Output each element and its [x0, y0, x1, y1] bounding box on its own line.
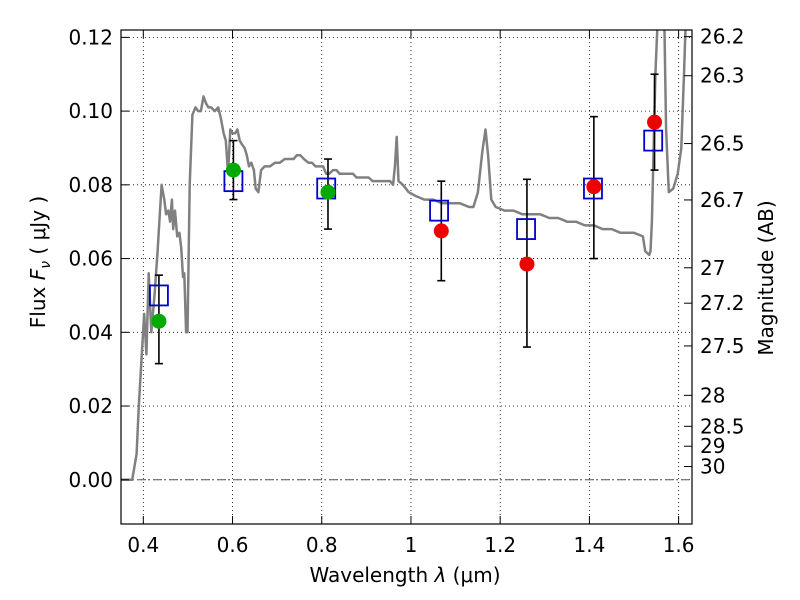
x-tick-label: 0.6 — [217, 533, 249, 557]
y-axis-title-units: ( μJy ) — [26, 196, 50, 261]
y-tick-label: 0.06 — [68, 247, 113, 271]
magnitude-axis-title: Magnitude (AB) — [754, 200, 778, 355]
model-photometry-square — [149, 284, 169, 307]
y-tick-label: 0.00 — [68, 468, 113, 492]
x-tick-labels: 0.4 0.6 0.8 1 1.2 1.4 1.6 — [127, 533, 694, 557]
magnitude-tick-label: 26.2 — [700, 25, 745, 49]
model-photometry-square — [643, 129, 664, 152]
red-data-point — [647, 114, 663, 130]
x-tick-label: 1.4 — [573, 533, 605, 557]
y-tick-label: 0.02 — [68, 394, 113, 418]
spectrum-line — [121, 30, 687, 482]
magnitude-tick-label: 26.3 — [700, 64, 745, 88]
data-markers — [149, 114, 664, 329]
y-tick-labels: 0.00 0.02 0.04 0.06 0.08 0.10 0.12 — [68, 25, 113, 491]
error-bars — [154, 73, 659, 365]
magnitude-tick-label: 27.2 — [700, 291, 745, 315]
y-axis-title-symbol: F — [26, 268, 50, 280]
x-axis-title-units: (μm) — [446, 563, 500, 587]
x-tick-label: 0.8 — [306, 533, 338, 557]
red-data-point — [586, 179, 602, 195]
x-tick-label: 0.4 — [127, 533, 159, 557]
magnitude-tick-label: 27 — [700, 256, 725, 280]
green-data-point — [151, 313, 167, 329]
magnitude-tick-label: 28.5 — [700, 414, 745, 438]
x-axis-title-symbol: λ — [433, 563, 446, 587]
magnitude-tick-label: 27.5 — [700, 334, 745, 358]
axis-ticks — [121, 30, 692, 524]
model-photometry-square — [516, 218, 536, 240]
x-tick-label: 1 — [405, 533, 418, 557]
x-tick-label: 1.6 — [663, 533, 695, 557]
y-tick-label: 0.10 — [68, 99, 113, 123]
magnitude-tick-label: 29 — [700, 434, 725, 458]
magnitude-tick-label: 26.7 — [700, 188, 745, 212]
magnitude-tick-label: 28 — [700, 383, 725, 407]
magnitude-tick-label: 30 — [700, 454, 725, 478]
y-axis-title: Flux Fν ( μJy ) — [26, 196, 54, 328]
y-axis-title-subscript: ν — [38, 261, 54, 269]
x-axis-title-prefix: Wavelength — [309, 563, 434, 587]
x-axis-title: Wavelength λ (μm) — [309, 563, 500, 587]
x-tick-label: 1.2 — [484, 533, 516, 557]
y-tick-label: 0.08 — [68, 173, 113, 197]
red-data-point — [519, 256, 535, 272]
plot-frame — [120, 29, 693, 525]
red-data-point — [433, 223, 449, 239]
model-photometry-square — [429, 199, 449, 222]
y-axis-title-prefix: Flux — [26, 280, 50, 328]
green-data-point — [320, 184, 336, 200]
magnitude-tick-label: 26.5 — [700, 132, 745, 156]
y-tick-label: 0.12 — [68, 25, 113, 49]
y-tick-label: 0.04 — [68, 320, 113, 344]
model-spectrum — [121, 30, 687, 482]
model-photometry-square — [583, 177, 603, 200]
green-data-point — [225, 162, 241, 178]
